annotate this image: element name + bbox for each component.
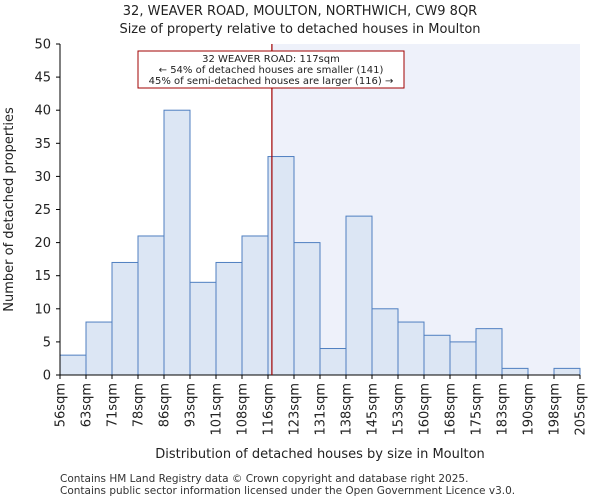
x-tick-label: 205sqm bbox=[574, 383, 589, 436]
x-tick-label: 101sqm bbox=[210, 383, 225, 436]
bar-63sqm bbox=[85, 321, 113, 376]
bar-160sqm bbox=[423, 334, 451, 376]
bar-198sqm bbox=[553, 367, 581, 376]
bar-138sqm bbox=[345, 215, 373, 376]
bar-56sqm bbox=[59, 354, 87, 376]
bar-145sqm bbox=[371, 308, 399, 376]
x-tick-label: 131sqm bbox=[314, 383, 329, 436]
bar-86sqm bbox=[163, 109, 191, 376]
bar-71sqm bbox=[111, 261, 139, 376]
bar-78sqm bbox=[137, 235, 165, 376]
y-tick-label: 45 bbox=[34, 71, 51, 86]
y-tick-label: 5 bbox=[43, 335, 51, 350]
x-tick-label: 190sqm bbox=[522, 383, 537, 436]
chart-title-address: 32, WEAVER ROAD, MOULTON, NORTHWICH, CW9… bbox=[122, 4, 478, 19]
bar-131sqm bbox=[319, 348, 347, 376]
y-tick-label: 30 bbox=[34, 170, 51, 185]
bar-153sqm bbox=[397, 321, 425, 376]
y-tick-label: 20 bbox=[34, 236, 51, 251]
x-tick-label: 78sqm bbox=[132, 383, 147, 427]
bar-123sqm bbox=[293, 242, 321, 376]
y-tick-label: 50 bbox=[34, 38, 51, 53]
bar-175sqm bbox=[475, 328, 503, 376]
y-tick-label: 0 bbox=[43, 369, 51, 384]
annotation-smaller: ← 54% of detached houses are smaller (14… bbox=[159, 65, 384, 76]
highlight-region bbox=[271, 44, 580, 375]
x-tick-label: 145sqm bbox=[366, 383, 381, 436]
x-tick-label: 168sqm bbox=[444, 383, 459, 436]
annotation-larger: 45% of semi-detached houses are larger (… bbox=[149, 76, 394, 87]
y-tick-label: 40 bbox=[34, 104, 51, 119]
x-tick-label: 71sqm bbox=[106, 383, 121, 427]
bar-183sqm bbox=[501, 367, 529, 376]
x-tick-label: 175sqm bbox=[470, 383, 485, 436]
y-axis-label: Number of detached properties bbox=[2, 107, 17, 312]
y-tick-label: 35 bbox=[34, 137, 51, 152]
x-tick-label: 123sqm bbox=[288, 383, 303, 436]
x-tick-label: 56sqm bbox=[54, 383, 69, 427]
x-tick-label: 108sqm bbox=[236, 383, 251, 436]
bar-93sqm bbox=[189, 281, 217, 376]
bar-108sqm bbox=[241, 235, 269, 376]
x-tick-label: 63sqm bbox=[80, 383, 95, 427]
bar-168sqm bbox=[449, 341, 477, 376]
x-tick-label: 153sqm bbox=[392, 383, 407, 436]
x-tick-label: 183sqm bbox=[496, 383, 511, 436]
x-tick-label: 138sqm bbox=[340, 383, 355, 436]
annotation-title: 32 WEAVER ROAD: 117sqm bbox=[202, 54, 340, 65]
chart-title: Size of property relative to detached ho… bbox=[119, 22, 481, 37]
y-tick-label: 25 bbox=[34, 203, 51, 218]
y-tick-label: 15 bbox=[34, 269, 51, 284]
footer-copyright: Contains HM Land Registry data © Crown c… bbox=[60, 473, 469, 485]
annotation-box bbox=[137, 50, 405, 89]
x-tick-label: 93sqm bbox=[184, 383, 199, 427]
x-tick-label: 160sqm bbox=[418, 383, 433, 436]
x-tick-label: 198sqm bbox=[548, 383, 563, 436]
y-tick-label: 10 bbox=[34, 302, 51, 317]
x-tick-label: 116sqm bbox=[262, 383, 277, 436]
x-axis-label: Distribution of detached houses by size … bbox=[155, 447, 485, 462]
bar-101sqm bbox=[215, 261, 243, 376]
footer-licence: Contains public sector information licen… bbox=[60, 485, 516, 497]
x-tick-label: 86sqm bbox=[158, 383, 173, 427]
